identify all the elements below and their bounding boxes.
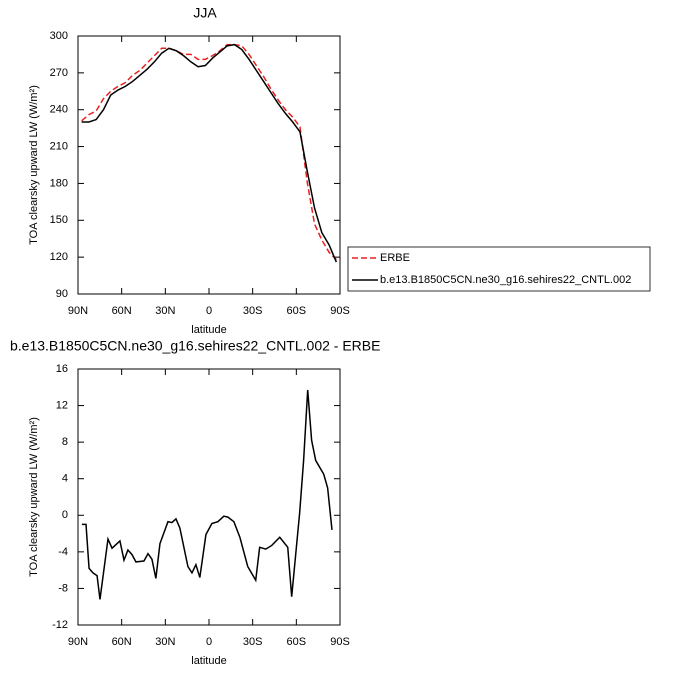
chart-title: b.e13.B1850C5CN.ne30_g16.sehires22_CNTL.… <box>10 338 380 354</box>
y-tick-label: 90 <box>56 288 68 300</box>
y-tick-label: 8 <box>62 436 68 448</box>
x-tick-label: 90S <box>330 636 350 648</box>
legend-label: ERBE <box>380 252 410 264</box>
x-tick-label: 60S <box>287 636 307 648</box>
y-tick-label: -12 <box>52 619 68 631</box>
data-line <box>81 43 338 263</box>
y-tick-label: -4 <box>58 546 68 558</box>
legend-label: b.e13.B1850C5CN.ne30_g16.sehires22_CNTL.… <box>380 274 631 286</box>
x-axis-label: latitude <box>191 655 226 667</box>
y-tick-label: 0 <box>62 509 68 521</box>
x-axis-label: latitude <box>191 324 226 336</box>
x-tick-label: 30N <box>155 305 175 317</box>
y-tick-label: 150 <box>50 214 68 226</box>
x-tick-label: 30S <box>243 305 263 317</box>
x-tick-label: 90N <box>68 636 88 648</box>
y-tick-label: 16 <box>56 363 68 375</box>
y-tick-label: 240 <box>50 104 68 116</box>
chart-title: JJA <box>193 5 217 21</box>
y-tick-label: 120 <box>50 251 68 263</box>
x-tick-label: 90N <box>68 305 88 317</box>
plot-frame <box>77 35 341 295</box>
y-axis-label: TOA clearsky upward LW (W/m²) <box>28 417 40 577</box>
plot-frame <box>77 368 341 626</box>
x-tick-label: 30S <box>243 636 263 648</box>
y-tick-label: 210 <box>50 140 68 152</box>
y-tick-label: 270 <box>50 67 68 79</box>
x-tick-label: 60N <box>112 636 132 648</box>
data-line <box>81 389 333 600</box>
x-tick-label: 60S <box>287 305 307 317</box>
y-tick-label: 12 <box>56 399 68 411</box>
y-tick-label: 180 <box>50 177 68 189</box>
data-line <box>81 43 337 261</box>
y-axis-label: TOA clearsky upward LW (W/m²) <box>28 85 40 245</box>
y-tick-label: -8 <box>58 582 68 594</box>
x-tick-label: 90S <box>330 305 350 317</box>
y-tick-label: 4 <box>62 473 68 485</box>
x-tick-label: 60N <box>112 305 132 317</box>
x-tick-label: 0 <box>206 305 212 317</box>
x-tick-label: 30N <box>155 636 175 648</box>
y-tick-label: 300 <box>50 30 68 42</box>
x-tick-label: 0 <box>206 636 212 648</box>
legend-box <box>347 246 651 292</box>
